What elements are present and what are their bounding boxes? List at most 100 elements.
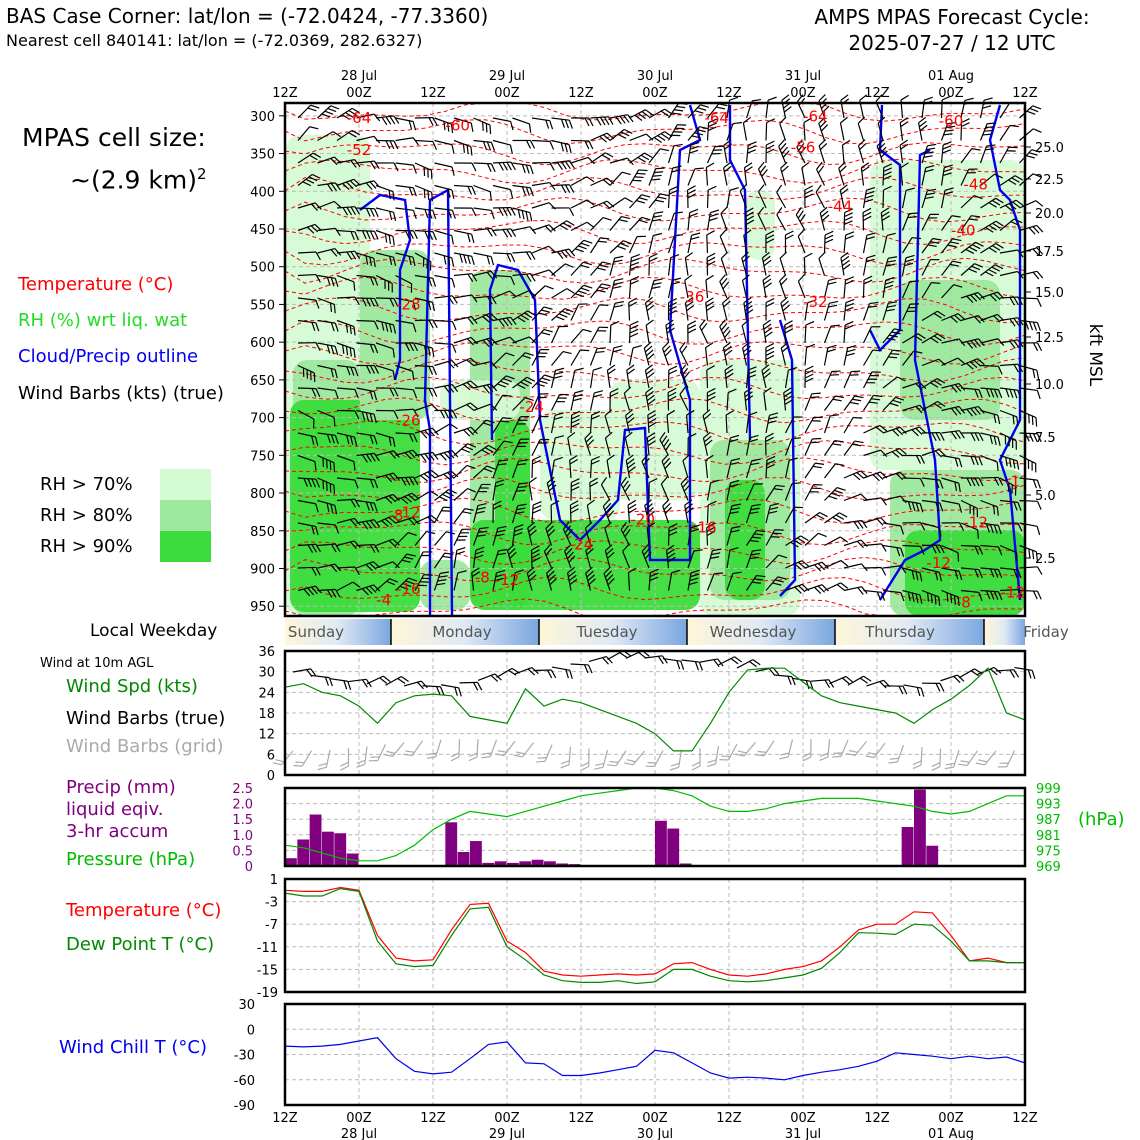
barb-flag	[404, 342, 411, 352]
wind-barb	[317, 409, 336, 427]
barb-shaft	[570, 370, 576, 389]
wind-barb	[726, 525, 741, 546]
barb-flag	[818, 139, 827, 147]
barb-shaft	[999, 199, 1017, 209]
barb-flag	[613, 259, 623, 263]
barb-shaft	[785, 583, 803, 592]
wind-barb	[882, 232, 896, 254]
barb-shaft	[839, 122, 845, 141]
barb-flag	[900, 143, 909, 150]
barb-shaft	[433, 573, 441, 591]
barb-flag	[566, 220, 575, 226]
barb-shaft	[726, 392, 729, 411]
barb-flag	[1035, 417, 1038, 427]
barb-flag	[448, 488, 458, 494]
barb-flag	[315, 478, 320, 488]
wind-barb	[705, 274, 714, 299]
wind-barb	[659, 432, 672, 456]
barb-flag	[681, 345, 688, 354]
barb-flag	[412, 164, 417, 174]
barb-flag	[634, 114, 643, 121]
barb-flag	[481, 483, 491, 486]
wind-barb	[336, 296, 360, 306]
kft-tick-label: 17.5	[1035, 245, 1064, 260]
barb-flag	[1012, 415, 1015, 425]
barb-flag	[310, 371, 312, 381]
pressure-tick-label: 600	[250, 336, 275, 351]
wind-barb	[761, 251, 772, 276]
wind-barb	[317, 297, 336, 314]
barb-flag	[326, 183, 334, 192]
wind-barb	[823, 300, 839, 321]
barb-flag	[519, 482, 529, 485]
barb-flag	[765, 234, 775, 240]
barb-flag	[821, 214, 830, 222]
barb-flag	[525, 273, 532, 282]
wind-barb	[609, 320, 620, 344]
barb-flag	[974, 339, 981, 347]
wind-barb	[492, 525, 507, 546]
wind-barb	[762, 319, 773, 344]
wind-barb	[562, 521, 573, 546]
barb-shaft	[492, 550, 500, 569]
wind-barb	[960, 358, 985, 370]
barb-shaft	[843, 280, 847, 299]
barb-shaft	[590, 217, 604, 231]
weekday-label: Local Weekday	[90, 621, 218, 641]
barb-flag	[919, 455, 926, 464]
barb-flag	[989, 435, 993, 445]
wind-barb	[297, 273, 321, 283]
weekday-cell	[391, 619, 539, 645]
barb-shaft	[818, 258, 826, 276]
barb-shaft	[726, 190, 731, 209]
barb-flag	[498, 548, 508, 552]
barb-flag	[860, 493, 868, 501]
wind-barb	[804, 416, 823, 434]
barb-flag	[463, 429, 471, 437]
wind-barb	[877, 116, 886, 141]
barb-shaft	[317, 409, 335, 418]
barb-flag	[538, 442, 548, 444]
barb-shaft	[395, 387, 414, 391]
barb-flag	[867, 752, 877, 755]
barb-shaft	[375, 432, 394, 439]
barb-shaft	[941, 589, 959, 598]
barb-shaft	[434, 319, 453, 323]
barb-shaft	[550, 370, 556, 389]
wind-barb	[648, 232, 663, 254]
barb-shaft	[941, 454, 960, 460]
barb-flag	[989, 388, 995, 398]
wind-barb	[726, 121, 743, 141]
wind-barb	[780, 296, 791, 321]
barb-shaft	[705, 167, 709, 186]
temp-contour-label: -12	[926, 554, 951, 572]
barb-flag	[568, 184, 575, 193]
barb-shaft	[667, 145, 675, 164]
surface-barb-grid	[958, 750, 978, 767]
barb-shaft	[960, 338, 979, 344]
barb-flag	[641, 216, 651, 221]
barb-shaft	[921, 377, 938, 389]
barb-flag	[628, 297, 637, 304]
barb-shaft	[661, 460, 670, 479]
surface-barb-grid	[888, 744, 905, 764]
barb-flag	[961, 122, 970, 128]
barb-shaft	[472, 505, 479, 524]
barb-flag	[991, 199, 1001, 206]
weekday-cell	[687, 619, 835, 645]
barb-flag	[754, 483, 763, 485]
barb-shaft	[336, 129, 353, 141]
wind-barb	[843, 440, 864, 456]
barb-flag	[392, 348, 395, 358]
wind-barb	[682, 454, 690, 479]
barb-flag	[720, 251, 729, 259]
barb-flag	[952, 238, 962, 242]
barb-flag	[969, 361, 978, 369]
wind-barb	[356, 364, 380, 374]
barb-flag	[933, 335, 942, 342]
barb-shaft	[280, 750, 294, 766]
wind-barb	[356, 432, 378, 445]
barb-flag	[560, 119, 565, 128]
barb-flag	[645, 765, 655, 768]
barb-flag	[691, 232, 701, 236]
